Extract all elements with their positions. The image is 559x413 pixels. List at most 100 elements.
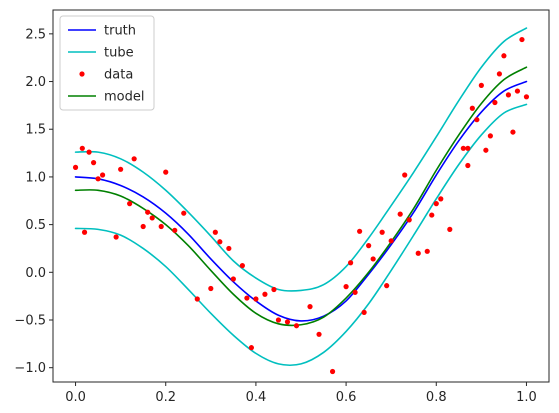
data-point [131, 156, 137, 162]
data-point [357, 228, 363, 234]
data-point [469, 105, 475, 111]
y-tick-label: 0.0 [25, 266, 46, 281]
data-point [239, 263, 245, 269]
data-point [244, 295, 250, 301]
data-point [361, 309, 367, 315]
data-point [226, 245, 232, 252]
data-point [172, 227, 178, 233]
y-tick-label: 2.5 [25, 27, 46, 42]
data-point [307, 304, 313, 310]
series-line-tube-lower [74, 103, 528, 367]
data-point [492, 99, 498, 106]
legend-label-tube: tube [104, 46, 134, 61]
data-point [465, 162, 471, 169]
data-point [343, 284, 349, 290]
x-tick-label: 0.4 [246, 390, 267, 405]
data-point [438, 196, 444, 202]
data-point [230, 276, 236, 282]
data-point [379, 229, 385, 235]
data-point [505, 92, 512, 98]
data-point [424, 248, 430, 254]
data-point [519, 36, 525, 43]
x-tick-label: 1.0 [516, 390, 537, 405]
data-point [348, 260, 354, 266]
series-line-tube [74, 27, 528, 292]
x-tick-label: 0.8 [426, 390, 447, 405]
data-point [217, 239, 223, 245]
data-point [465, 145, 471, 151]
data-point [194, 296, 200, 302]
data-point [316, 331, 322, 337]
data-point [118, 166, 124, 172]
data-point [140, 223, 146, 230]
data-point [163, 169, 169, 175]
data-point [483, 147, 489, 153]
x-axis: 0.0 0.2 0.4 0.6 0.8 1.0 [65, 382, 537, 405]
y-tick-label: 2.0 [25, 75, 46, 90]
x-tick-label: 0.2 [155, 390, 176, 405]
data-point [487, 133, 493, 139]
data-point [284, 319, 291, 325]
data-point [514, 88, 521, 94]
data-point [158, 223, 164, 230]
data-point [181, 210, 187, 216]
legend-box [59, 15, 155, 111]
data-point [402, 172, 408, 178]
data-point [397, 211, 403, 217]
data-point [366, 243, 372, 249]
y-tick-label: −1.0 [14, 361, 46, 376]
data-point [81, 229, 88, 235]
legend-swatch-data [79, 71, 85, 77]
data-point [460, 145, 466, 151]
y-tick-label: 1.5 [25, 123, 46, 138]
axes-frame [52, 9, 550, 383]
data-point [90, 160, 97, 166]
data-point [388, 238, 394, 244]
data-point [95, 176, 101, 182]
data-points-layer [72, 36, 530, 375]
data-point [208, 285, 214, 292]
series-line-truth [74, 80, 528, 322]
data-point [262, 291, 268, 297]
data-point [329, 368, 336, 375]
data-point [510, 129, 516, 135]
data-point [72, 164, 79, 170]
data-point [474, 117, 480, 123]
legend-label-model: model [104, 90, 144, 105]
y-axis: −1.0 −0.5 0.0 0.5 1.0 1.5 2.0 2.5 [14, 27, 53, 376]
data-point [100, 172, 106, 178]
data-point [523, 94, 530, 100]
data-point [127, 201, 133, 207]
data-point [415, 250, 421, 256]
data-point [478, 82, 484, 88]
data-point [271, 286, 277, 293]
data-point [406, 217, 412, 223]
y-tick-label: 0.5 [25, 218, 46, 233]
data-point [429, 212, 435, 218]
data-point [86, 149, 92, 155]
data-point [384, 283, 390, 289]
legend-label-truth: truth [104, 24, 136, 39]
legend-label-data: data [104, 68, 133, 83]
data-point [113, 234, 119, 240]
data-point [496, 71, 502, 77]
data-point [253, 296, 259, 302]
x-tick-label: 0.6 [336, 390, 357, 405]
data-point [293, 323, 300, 329]
legend: truth tube data model [59, 15, 155, 111]
data-point [275, 317, 282, 323]
data-point [352, 289, 358, 295]
data-point [79, 145, 85, 151]
data-point [212, 229, 218, 235]
data-point [447, 226, 453, 232]
data-point [149, 215, 155, 221]
data-point [145, 209, 151, 215]
y-tick-label: 1.0 [25, 170, 46, 185]
y-tick-label: −0.5 [14, 314, 46, 329]
x-tick-label: 0.0 [65, 390, 86, 405]
data-point [370, 256, 376, 262]
data-point [433, 201, 439, 207]
data-point [501, 53, 507, 59]
data-point [248, 345, 254, 351]
